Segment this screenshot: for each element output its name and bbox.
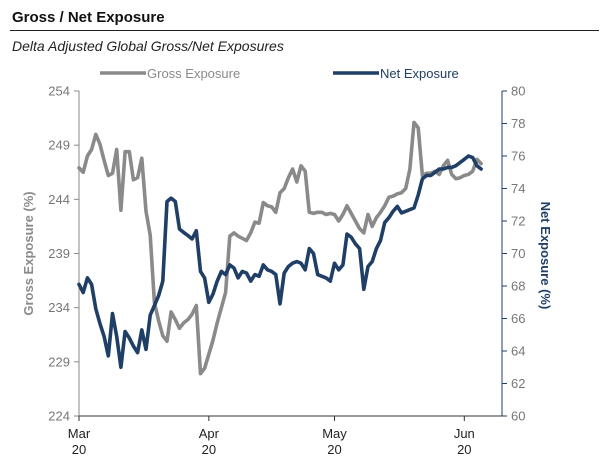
right-axis-label: Net Exposure (%) bbox=[538, 202, 553, 310]
right-axis-tick-label: 74 bbox=[511, 181, 525, 196]
right-axis-tick-label: 70 bbox=[511, 246, 525, 261]
left-axis-tick-label: 229 bbox=[48, 354, 70, 369]
series-layer bbox=[77, 120, 483, 376]
legend-label-net: Net Exposure bbox=[380, 66, 459, 81]
x-axis-tick-label: Jun bbox=[454, 426, 475, 441]
left-axis-tick-label: 254 bbox=[48, 84, 70, 99]
legend-label-gross: Gross Exposure bbox=[147, 66, 240, 81]
right-axis-tick-label: 76 bbox=[511, 149, 525, 164]
left-axis-tick-label: 244 bbox=[48, 192, 70, 207]
title-divider bbox=[10, 30, 599, 31]
left-axis-label: Gross Exposure (%) bbox=[21, 191, 36, 315]
chart-title: Gross / Net Exposure bbox=[12, 9, 165, 26]
left-axis-tick-label: 224 bbox=[48, 409, 70, 424]
left-axis-tick-label: 249 bbox=[48, 138, 70, 153]
right-axis-tick-label: 62 bbox=[511, 376, 525, 391]
x-axis-tick-label: Apr bbox=[199, 426, 220, 441]
right-axis-tick-label: 66 bbox=[511, 311, 525, 326]
chart-legend: Gross Exposure Net Exposure bbox=[100, 66, 459, 81]
chart-axes: 224 229 234 239 244 249 254 60 62 64 66 68 70 72 74 76 7… bbox=[21, 84, 553, 458]
right-axis-tick-label: 80 bbox=[511, 84, 525, 99]
left-axis-tick-label: 234 bbox=[48, 300, 70, 315]
right-axis-tick-label: 60 bbox=[511, 409, 525, 424]
x-axis-tick-label: 20 bbox=[327, 442, 341, 457]
chart-subtitle: Delta Adjusted Global Gross/Net Exposure… bbox=[12, 38, 284, 54]
x-axis-tick-label: May bbox=[322, 426, 347, 441]
right-axis-tick-label: 64 bbox=[511, 344, 525, 359]
right-axis-tick-label: 72 bbox=[511, 214, 525, 229]
x-axis-tick-label: 20 bbox=[457, 442, 471, 457]
left-axis-tick-label: 239 bbox=[48, 246, 70, 261]
x-axis-tick-label: Mar bbox=[68, 426, 91, 441]
x-axis-tick-label: 20 bbox=[202, 442, 216, 457]
right-axis-tick-label: 78 bbox=[511, 116, 525, 131]
right-axis-tick-label: 68 bbox=[511, 279, 525, 294]
net-exposure-line bbox=[77, 154, 483, 370]
gross-exposure-line bbox=[77, 120, 483, 376]
x-axis-tick-label: 20 bbox=[72, 442, 86, 457]
